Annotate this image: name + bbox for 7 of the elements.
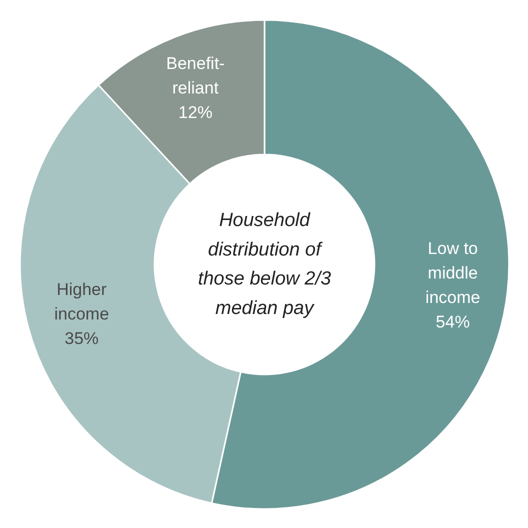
slice-label: Higher income: [54, 280, 110, 324]
data-label: 12%: [178, 103, 212, 122]
text: Household distribution of those below 2/3 median pay: [198, 210, 332, 319]
data-label: 35%: [64, 328, 99, 348]
data-label: 54%: [436, 312, 470, 332]
slice-label: Benefit-reliant: [166, 54, 225, 98]
slice-label: Low to middle income: [425, 238, 480, 307]
